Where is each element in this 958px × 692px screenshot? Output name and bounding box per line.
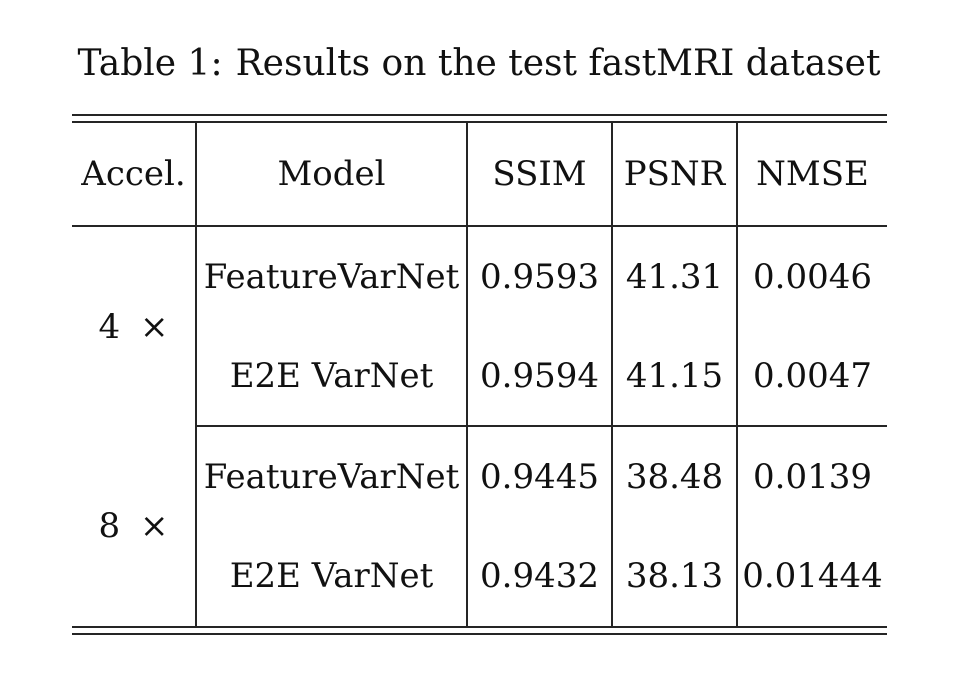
- nmse-cell: 0.01444: [736, 526, 887, 626]
- results-table-wrap: Accel. Model SSIM PSNR NMSE 4 × FeatureV…: [72, 114, 887, 635]
- results-table: Accel. Model SSIM PSNR NMSE 4 × FeatureV…: [72, 123, 887, 626]
- table-row-8x-featurevarnet: 8 × FeatureVarNet 0.9445 38.48 0.0139: [72, 426, 887, 546]
- col-header-nmse: NMSE: [736, 123, 887, 227]
- model-cell: FeatureVarNet: [195, 226, 467, 326]
- psnr-cell: 38.48: [611, 426, 737, 526]
- nmse-cell: 0.0046: [736, 226, 887, 326]
- table-caption: Table 1: Results on the test fastMRI data…: [0, 42, 958, 86]
- psnr-cell: 38.13: [611, 526, 737, 626]
- col-header-ssim: SSIM: [466, 123, 612, 227]
- nmse-cell: 0.0139: [736, 426, 887, 526]
- header-row: Accel. Model SSIM PSNR NMSE: [72, 123, 887, 227]
- bottom-double-rule: [72, 626, 887, 635]
- table-row-4x-featurevarnet: 4 × FeatureVarNet 0.9593 41.31 0.0046: [72, 226, 887, 347]
- accel-cell-4x: 4 ×: [98, 306, 169, 347]
- psnr-cell: 41.31: [611, 226, 737, 326]
- nmse-cell: 0.0047: [736, 326, 887, 427]
- ssim-cell: 0.9593: [466, 226, 612, 326]
- col-header-psnr: PSNR: [611, 123, 737, 227]
- table-row-8x-e2evarnet: E2E VarNet 0.9432 38.13 0.01444: [72, 526, 887, 626]
- psnr-cell: 41.15: [611, 326, 737, 427]
- model-cell: E2E VarNet: [195, 326, 467, 427]
- table-row-4x-e2evarnet: E2E VarNet 0.9594 41.15 0.0047: [72, 326, 887, 427]
- caption-label: Table 1:: [77, 43, 223, 84]
- col-header-accel: Accel.: [72, 123, 196, 227]
- col-header-model: Model: [195, 123, 467, 227]
- top-double-rule: [72, 114, 887, 123]
- ssim-cell: 0.9594: [466, 326, 612, 427]
- model-cell: FeatureVarNet: [195, 426, 467, 526]
- accel-cell-8x: 8 ×: [98, 506, 169, 546]
- caption-text: Results on the test fastMRI dataset: [235, 43, 881, 84]
- ssim-cell: 0.9432: [466, 526, 612, 626]
- model-cell: E2E VarNet: [195, 526, 467, 626]
- ssim-cell: 0.9445: [466, 426, 612, 526]
